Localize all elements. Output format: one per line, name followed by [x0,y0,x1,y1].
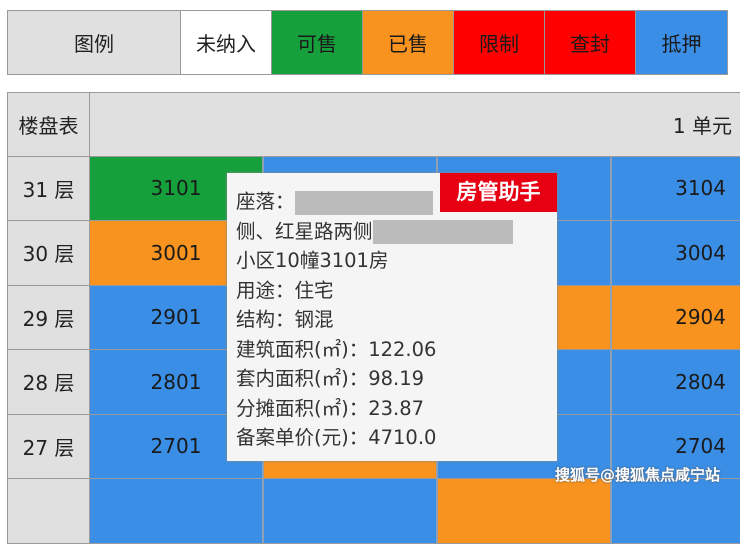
floor-label: 27 层 [7,414,90,478]
unit-cell[interactable]: 3104 [612,156,740,220]
legend-item: 可售 [272,11,363,74]
location-line3: 小区10幢3101房 [236,249,389,272]
floor-row [7,479,740,544]
unit-cell[interactable]: 2904 [612,285,740,349]
location-label: 座落： [236,190,295,213]
legend-item: 抵押 [636,11,727,74]
legend: 图例 未纳入 可售 已售 限制 查封 抵押 [7,10,728,75]
floor-label: 29 层 [7,285,90,349]
unit-price: 备案单价(元)：4710.0 [236,426,437,449]
legend-item: 未纳入 [181,11,272,74]
redacted-block [372,220,513,244]
unit-cell[interactable]: 2804 [612,350,740,414]
inner-area: 套内面积(㎡)：98.19 [236,367,425,390]
fangguan-badge: 房管助手 [440,173,557,212]
floor-label: 31 层 [7,156,90,220]
redacted-block [294,190,433,215]
legend-item: 已售 [363,11,454,74]
unit-cell[interactable]: 2704 [612,414,740,478]
legend-item: 查封 [545,11,636,74]
unit-info-tooltip: 房管助手 座落： 侧、红星路两侧 小区10幢3101房 用途：住宅 结构：钢混 … [227,173,557,461]
legend-title: 图例 [8,11,181,74]
structure: 结构：钢混 [236,308,334,331]
unit-cell[interactable] [438,479,612,543]
floor-label: 30 层 [7,221,90,285]
usage: 用途：住宅 [236,278,334,302]
unit-cell[interactable] [264,479,438,543]
floor-label: 28 层 [7,350,90,414]
unit-cell[interactable] [90,479,264,543]
location-line2: 侧、红星路两侧 [236,219,373,243]
legend-item: 限制 [454,11,545,74]
table-corner: 楼盘表 [7,93,90,156]
floor-row: 27 层 2701 2704 [7,414,740,479]
watermark: 搜狐号@搜狐焦点咸宁站 [555,466,721,484]
unit-header: 1 单元 [90,93,740,156]
unit-cell[interactable] [612,479,740,543]
floor-label [7,479,90,543]
shared-area: 分摊面积(㎡)：23.87 [236,396,425,420]
unit-cell[interactable]: 3004 [612,221,740,285]
building-area: 建筑面积(㎡)：122.06 [236,337,437,361]
